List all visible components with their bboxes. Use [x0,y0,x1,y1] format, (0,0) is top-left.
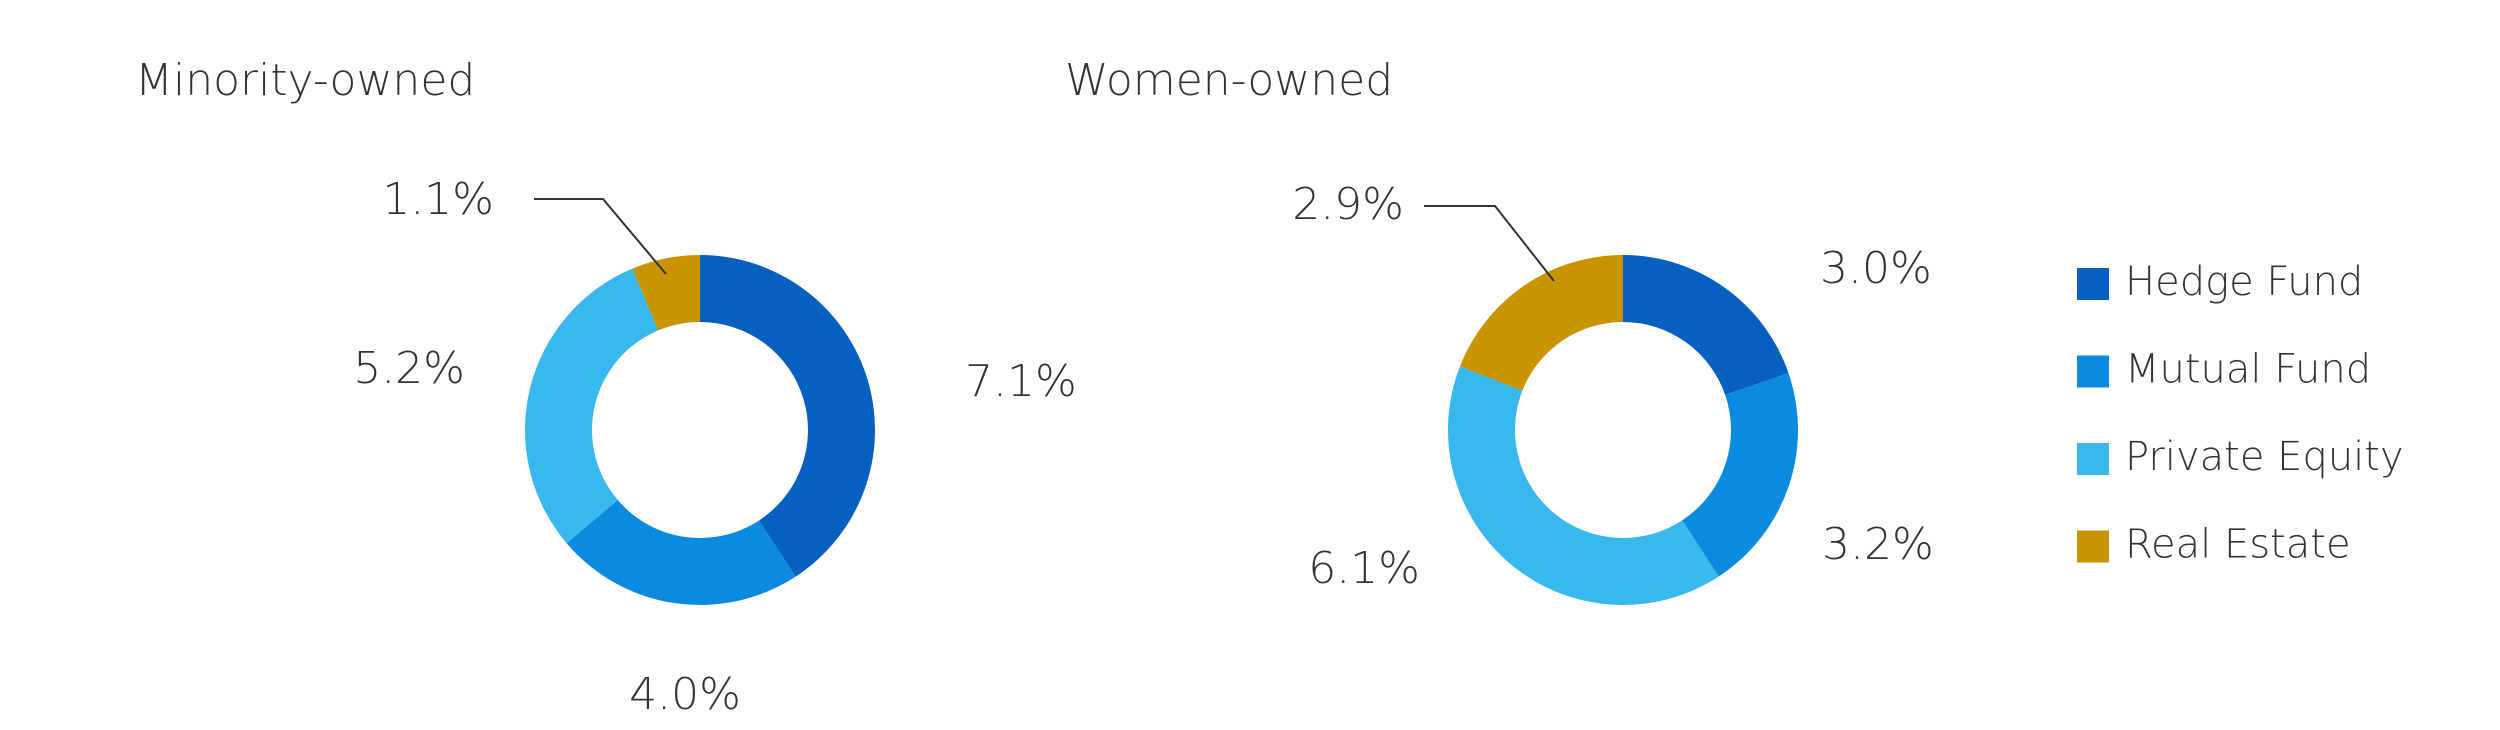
legend-label: Private Equity [2125,434,2404,480]
chart-title: Women-owned [1065,55,1393,106]
legend-label: Hedge Fund [2125,259,2363,305]
donut-segment [632,255,700,331]
legend-swatch [2077,443,2109,475]
data-label: 3.0% [1820,243,1932,294]
data-label: 3.2% [1822,519,1934,570]
donut-segment [566,499,796,605]
data-label: 4.0% [629,669,741,720]
data-label: 5.2% [353,343,465,394]
legend-swatch [2077,530,2109,563]
data-label: 1.1% [382,174,494,225]
data-label: 7.1% [965,356,1077,407]
leader-line [534,198,667,275]
donut-segment [700,255,875,577]
legend-swatch [2077,268,2109,300]
data-label: 6.1% [1308,543,1420,594]
donut-segment [525,268,659,544]
leader-line [1424,205,1555,282]
chart-title: Minority-owned [135,55,475,106]
data-label: 2.9% [1292,179,1404,230]
legend-swatch [2077,355,2109,388]
donut-segment [1682,373,1799,577]
donut-segment [1447,366,1719,605]
legend-label: Mutual Fund [2125,347,2371,393]
donut-segment [1459,255,1623,391]
donut-segment [1623,255,1789,395]
legend-label: Real Estate [2125,522,2351,568]
